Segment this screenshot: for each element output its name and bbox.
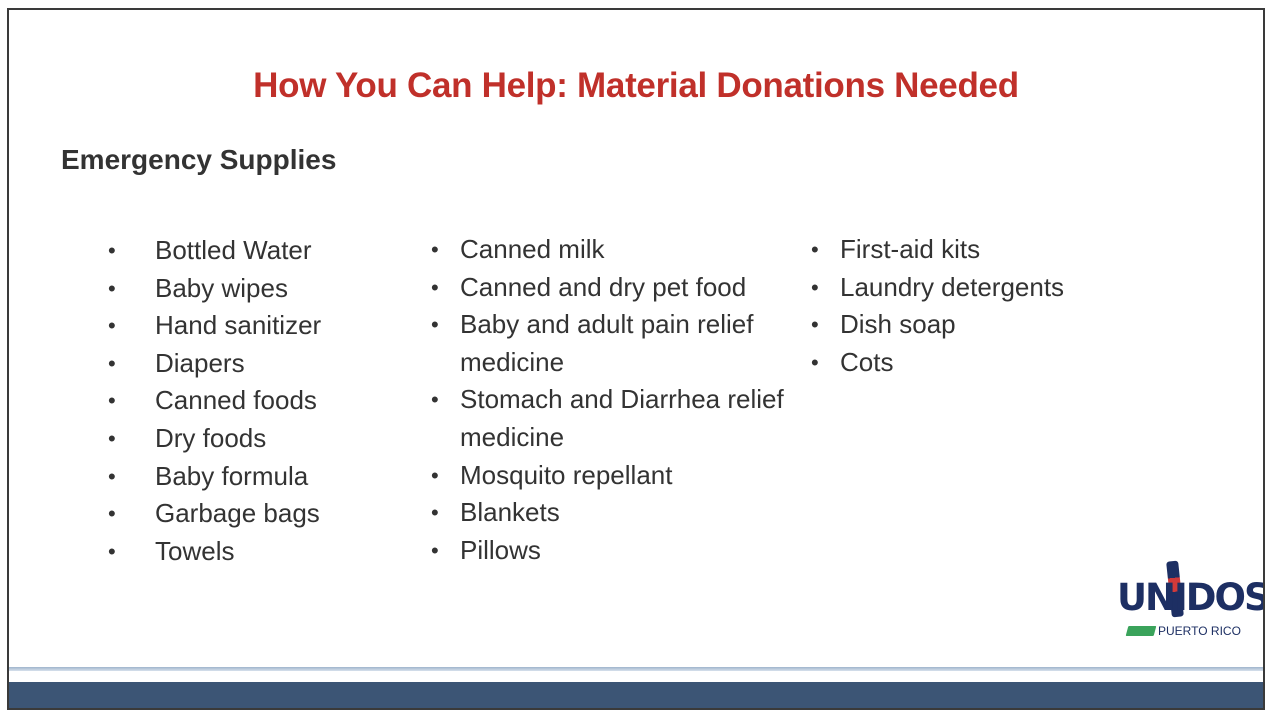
list-item: • Baby and adult pain relief medicine [431, 306, 810, 381]
list-item: • Baby formula [108, 458, 321, 496]
bullet-icon: • [108, 388, 116, 414]
bullet-icon: • [431, 312, 439, 338]
list-item: • Mosquito repellant [431, 457, 810, 495]
bullet-icon: • [108, 275, 116, 301]
unidos-logo: UNIDOS PUERTO RICO [1117, 558, 1265, 638]
logo-badge-icon [1125, 626, 1157, 636]
list-item: • Garbage bags [108, 495, 321, 533]
bullet-icon: • [811, 349, 819, 375]
bullet-icon: • [108, 350, 116, 376]
bullet-icon: • [431, 274, 439, 300]
bullet-icon: • [108, 501, 116, 527]
bullet-icon: • [108, 425, 116, 451]
list-item: • Baby wipes [108, 270, 321, 308]
list-item: • Canned and dry pet food [431, 269, 810, 307]
list-item: • Laundry detergents [811, 269, 1064, 307]
bullet-icon: • [108, 238, 116, 263]
supplies-column-3: • First-aid kits • Laundry detergents • Dis… [811, 231, 1064, 382]
bullet-icon: • [431, 500, 439, 526]
list-item: • First-aid kits [811, 231, 1064, 269]
bullet-icon: • [431, 537, 439, 563]
list-item: • Blankets [431, 494, 810, 532]
list-item: • Towels [108, 533, 321, 571]
section-heading: Emergency Supplies [61, 144, 337, 175]
slide: How You Can Help: Material Donations Nee… [7, 8, 1265, 710]
list-item: • Pillows [431, 532, 810, 570]
supplies-column-1: • Bottled Water • Baby wipes • Hand sanitiz… [108, 232, 321, 571]
bullet-icon: • [811, 312, 819, 338]
supplies-column-2: • Canned milk • Canned and dry pet food • B… [431, 231, 810, 570]
bullet-icon: • [108, 538, 116, 564]
footer-divider [9, 667, 1263, 671]
list-item: • Dry foods [108, 420, 321, 458]
list-item: • Stomach and Diarrhea relief medicine [431, 381, 810, 456]
bullet-icon: • [108, 313, 116, 339]
bullet-icon: • [108, 463, 116, 489]
list-item: • Dish soap [811, 306, 1064, 344]
list-item: • Hand sanitizer [108, 307, 321, 345]
list-item: • Canned foods [108, 382, 321, 420]
logo-wordmark: UNIDOS [1117, 576, 1265, 619]
bullet-icon: • [811, 237, 819, 262]
footer-bar [9, 682, 1263, 708]
bullet-icon: • [811, 274, 819, 300]
list-item: • Cots [811, 344, 1064, 382]
list-item: • Diapers [108, 345, 321, 383]
bullet-icon: • [431, 237, 439, 262]
logo-subtext: PUERTO RICO [1158, 624, 1241, 638]
list-item: • Bottled Water [108, 232, 321, 270]
list-item: • Canned milk [431, 231, 810, 269]
slide-title: How You Can Help: Material Donations Nee… [253, 66, 1019, 105]
bullet-icon: • [431, 462, 439, 488]
logo-subtitle: PUERTO RICO [1125, 624, 1241, 638]
bullet-icon: • [431, 387, 439, 413]
